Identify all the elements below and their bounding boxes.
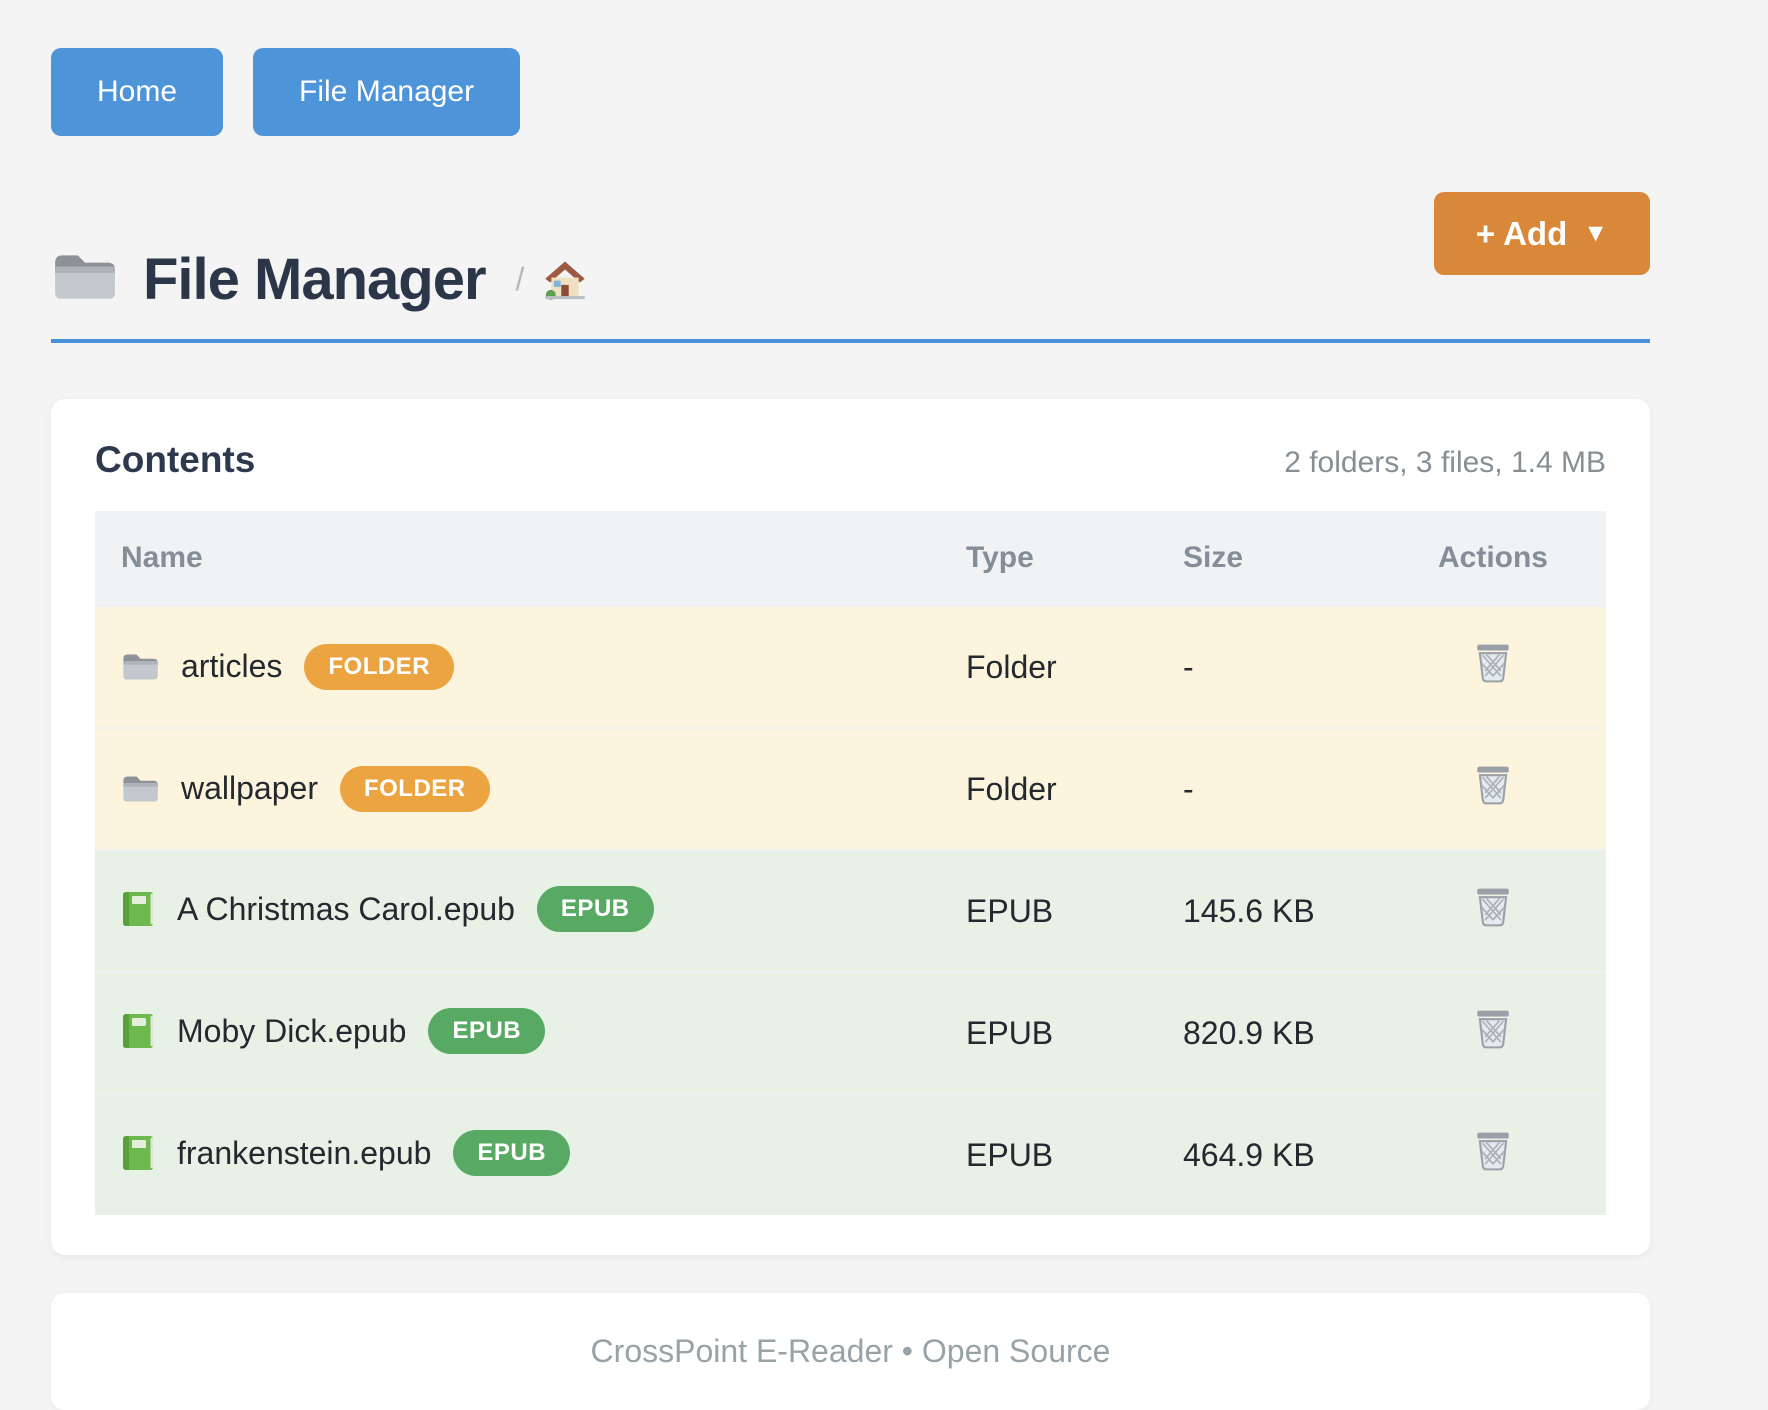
trash-icon: [1473, 642, 1513, 687]
delete-button[interactable]: [1473, 642, 1513, 687]
file-name: wallpaper: [181, 770, 318, 806]
page-title-group: File Manager /: [51, 246, 588, 313]
nav-home-button[interactable]: Home: [51, 48, 224, 136]
page-header: File Manager / + Add ▼: [51, 192, 1650, 313]
file-size: 820.9 KB: [1157, 971, 1380, 1094]
file-name: frankenstein.epub: [177, 1134, 432, 1171]
green-book-icon: [121, 1134, 155, 1172]
file-type: EPUB: [940, 971, 1157, 1094]
file-link[interactable]: A Christmas Carol.epub EPUB: [121, 886, 654, 932]
trash-icon: [1473, 764, 1513, 809]
trash-icon: [1473, 1130, 1513, 1175]
trash-icon: [1473, 1008, 1513, 1053]
contents-heading: Contents: [95, 439, 256, 480]
type-badge: EPUB: [428, 1008, 546, 1054]
type-badge: FOLDER: [304, 643, 455, 690]
files-table: Name Type Size Actions: [95, 511, 1606, 1215]
folder-icon: [121, 773, 159, 805]
column-header-actions: Actions: [1380, 511, 1606, 606]
file-type: Folder: [940, 727, 1157, 850]
add-button-label: + Add: [1475, 214, 1568, 252]
type-badge: EPUB: [536, 886, 654, 932]
file-link[interactable]: frankenstein.epub EPUB: [121, 1130, 571, 1176]
file-type: EPUB: [940, 849, 1157, 972]
trash-icon: [1473, 886, 1513, 931]
file-name: A Christmas Carol.epub: [177, 890, 515, 927]
caret-down-icon: ▼: [1583, 219, 1608, 247]
page: Home File Manager File Manager /: [51, 0, 1650, 1410]
house-icon[interactable]: [542, 259, 588, 301]
folder-icon: [51, 249, 117, 310]
table-header: Name Type Size Actions: [95, 511, 1606, 606]
page-title: File Manager: [143, 247, 487, 312]
file-size: 464.9 KB: [1157, 1093, 1380, 1215]
footer-text: CrossPoint E-Reader • Open Source: [590, 1333, 1111, 1369]
type-badge: EPUB: [453, 1130, 571, 1176]
breadcrumb-separator: /: [515, 261, 525, 297]
column-header-size: Size: [1157, 511, 1380, 606]
table-row: wallpaper FOLDER Folder -: [95, 727, 1606, 850]
file-name: articles: [181, 648, 283, 684]
file-size: -: [1157, 727, 1380, 850]
nav-file-manager-button[interactable]: File Manager: [253, 48, 521, 136]
file-size: 145.6 KB: [1157, 849, 1380, 972]
file-type: Folder: [940, 605, 1157, 728]
delete-button[interactable]: [1473, 886, 1513, 931]
delete-button[interactable]: [1473, 1130, 1513, 1175]
type-badge: FOLDER: [339, 765, 490, 812]
add-button[interactable]: + Add ▼: [1433, 192, 1650, 275]
green-book-icon: [121, 890, 155, 928]
file-link[interactable]: articles FOLDER: [121, 643, 455, 690]
table-row: Moby Dick.epub EPUB EPUB 820.9 KB: [95, 971, 1606, 1094]
delete-button[interactable]: [1473, 764, 1513, 809]
table-row: A Christmas Carol.epub EPUB EPUB 145.6 K…: [95, 849, 1606, 972]
accent-divider: [51, 339, 1650, 343]
contents-card: Contents 2 folders, 3 files, 1.4 MB Name…: [51, 399, 1650, 1255]
delete-button[interactable]: [1473, 1008, 1513, 1053]
column-header-type: Type: [940, 511, 1157, 606]
file-name: Moby Dick.epub: [177, 1012, 407, 1049]
file-link[interactable]: Moby Dick.epub EPUB: [121, 1008, 546, 1054]
column-header-name: Name: [95, 511, 940, 606]
table-body: articles FOLDER Folder -: [95, 605, 1606, 1215]
table-row: frankenstein.epub EPUB EPUB 464.9 KB: [95, 1093, 1606, 1215]
folder-icon: [121, 651, 159, 683]
contents-card-header: Contents 2 folders, 3 files, 1.4 MB: [95, 439, 1606, 481]
file-type: EPUB: [940, 1093, 1157, 1215]
footer-card: CrossPoint E-Reader • Open Source: [51, 1293, 1650, 1410]
green-book-icon: [121, 1012, 155, 1050]
contents-summary: 2 folders, 3 files, 1.4 MB: [1284, 446, 1606, 479]
file-link[interactable]: wallpaper FOLDER: [121, 765, 490, 812]
table-row: articles FOLDER Folder -: [95, 605, 1606, 728]
file-size: -: [1157, 605, 1380, 728]
top-nav: Home File Manager: [51, 0, 1650, 136]
